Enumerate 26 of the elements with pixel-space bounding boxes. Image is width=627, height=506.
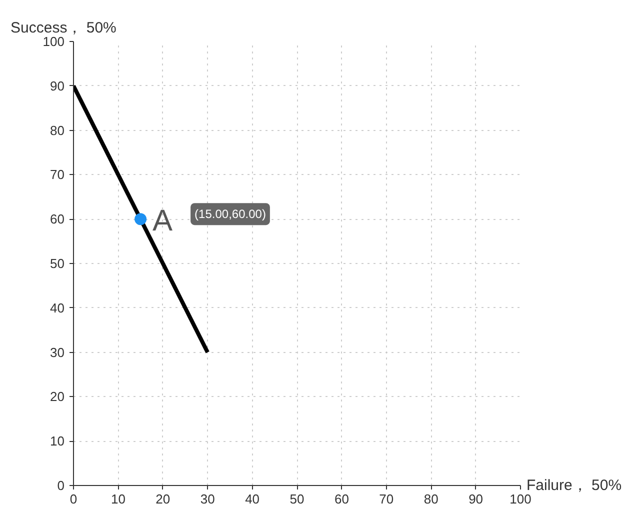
x-tick-label: 80: [424, 492, 438, 506]
x-axis-title: Failure， 50%: [526, 477, 622, 494]
x-tick-label: 0: [70, 492, 78, 506]
y-tick-label: 30: [50, 344, 65, 360]
y-tick-label: 50: [50, 256, 65, 271]
x-tick-label: 40: [245, 492, 260, 506]
y-tick-label: 60: [50, 212, 65, 227]
y-tick-label: 70: [50, 167, 65, 182]
x-tick-label: 100: [510, 492, 532, 506]
y-tick-label: 100: [42, 34, 65, 49]
x-tick-label: 60: [334, 492, 349, 506]
x-tick-label: 20: [156, 492, 170, 506]
series-label: A: [152, 204, 173, 238]
x-tick-label: 30: [200, 492, 215, 506]
y-axis-title: Success， 50%: [10, 20, 116, 36]
x-tick-label: 10: [110, 492, 126, 506]
x-tick-label: 50: [290, 492, 304, 506]
y-tick-label: 80: [50, 122, 65, 138]
y-tick-label: 90: [50, 78, 65, 94]
x-tick-label: 70: [379, 492, 394, 506]
y-tick-label: 0: [57, 478, 65, 493]
y-tick-label: 10: [50, 434, 65, 449]
y-tick-label: 20: [50, 389, 65, 404]
x-tick-label: 90: [468, 492, 484, 506]
y-tick-label: 40: [50, 300, 65, 316]
annotation: (15.00,60.00): [194, 207, 266, 222]
